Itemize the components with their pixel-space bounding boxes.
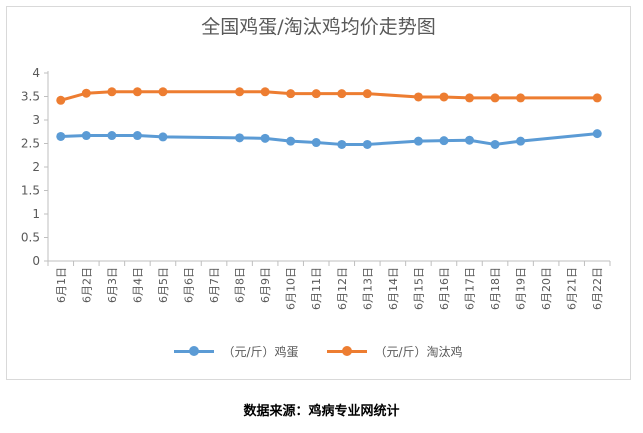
x-tick-label: 6月18日 xyxy=(489,267,502,310)
data-point-0 xyxy=(439,136,449,146)
y-tick-label: 0.5 xyxy=(21,231,40,245)
x-tick-label: 6月17日 xyxy=(464,267,477,310)
data-point-0 xyxy=(260,133,270,143)
x-tick-label: 6月5日 xyxy=(157,267,170,303)
x-tick-label: 6月1日 xyxy=(55,267,68,303)
x-tick-label: 6月10日 xyxy=(285,267,298,310)
x-tick-label: 6月19日 xyxy=(515,267,528,310)
legend-marker-egg xyxy=(174,345,215,357)
x-tick-label: 6月11日 xyxy=(310,267,323,310)
legend-item-culled-hen: （元/斤）淘汰鸡 xyxy=(326,343,463,360)
x-tick-label: 6月12日 xyxy=(336,267,349,310)
data-point-0 xyxy=(337,139,347,149)
y-tick-label: 3 xyxy=(32,113,40,127)
data-point-0 xyxy=(490,139,500,149)
y-tick-label: 3.5 xyxy=(21,90,40,104)
data-point-1 xyxy=(337,89,347,99)
data-point-1 xyxy=(56,95,66,105)
data-point-0 xyxy=(311,138,321,148)
data-point-1 xyxy=(311,89,321,99)
x-tick-label: 6月3日 xyxy=(106,267,119,303)
data-point-0 xyxy=(465,135,474,145)
y-tick-label: 1.5 xyxy=(21,184,40,198)
data-point-1 xyxy=(107,87,117,97)
y-tick-label: 2 xyxy=(32,160,40,174)
data-point-1 xyxy=(362,89,372,99)
data-point-0 xyxy=(132,131,142,141)
chart-frame xyxy=(6,6,631,380)
x-tick-label: 6月2日 xyxy=(80,267,93,303)
data-point-1 xyxy=(516,93,526,103)
data-point-1 xyxy=(439,92,449,102)
y-tick-label: 4 xyxy=(32,66,40,80)
legend-item-egg: （元/斤）鸡蛋 xyxy=(174,343,299,360)
x-tick-label: 6月14日 xyxy=(387,267,400,310)
legend-marker-culled-hen xyxy=(326,345,367,357)
data-point-0 xyxy=(107,131,117,141)
x-tick-label: 6月4日 xyxy=(131,267,144,303)
data-point-1 xyxy=(286,89,296,99)
data-point-0 xyxy=(81,131,91,141)
data-point-1 xyxy=(260,87,270,97)
chart-legend: （元/斤）鸡蛋 （元/斤）淘汰鸡 xyxy=(6,340,631,362)
data-point-0 xyxy=(286,136,296,146)
y-tick-label: 2.5 xyxy=(21,137,40,151)
x-tick-label: 6月20日 xyxy=(540,267,553,310)
x-tick-label: 6月8日 xyxy=(234,267,247,303)
data-source-note: 数据来源：鸡病专业网统计 xyxy=(243,404,400,419)
data-point-0 xyxy=(592,129,602,139)
y-tick-label: 1 xyxy=(32,207,40,221)
data-point-0 xyxy=(158,132,168,142)
data-point-1 xyxy=(158,87,168,97)
data-point-0 xyxy=(413,136,423,146)
x-tick-label: 6月21日 xyxy=(566,267,579,310)
x-tick-label: 6月22日 xyxy=(591,267,604,310)
legend-label-egg: （元/斤）鸡蛋 xyxy=(222,344,299,359)
x-tick-label: 6月7日 xyxy=(208,267,221,303)
data-point-1 xyxy=(81,88,91,98)
x-tick-label: 6月6日 xyxy=(183,267,196,303)
y-tick-label: 0 xyxy=(32,254,40,268)
x-tick-label: 6月15日 xyxy=(412,267,425,310)
legend-label-culled-hen: （元/斤）淘汰鸡 xyxy=(374,344,463,359)
data-point-1 xyxy=(490,93,500,103)
data-point-0 xyxy=(235,133,245,143)
x-tick-label: 6月13日 xyxy=(361,267,374,310)
data-point-1 xyxy=(132,87,142,97)
data-point-0 xyxy=(56,131,66,141)
data-point-1 xyxy=(465,93,474,103)
chart-title: 全国鸡蛋/淘汰鸡均价走势图 xyxy=(201,16,436,38)
data-point-0 xyxy=(362,139,372,149)
data-point-0 xyxy=(516,136,526,146)
data-point-1 xyxy=(413,92,423,102)
data-point-1 xyxy=(235,87,245,97)
x-tick-label: 6月16日 xyxy=(438,267,451,310)
data-point-1 xyxy=(592,93,602,103)
x-tick-label: 6月9日 xyxy=(259,267,272,303)
